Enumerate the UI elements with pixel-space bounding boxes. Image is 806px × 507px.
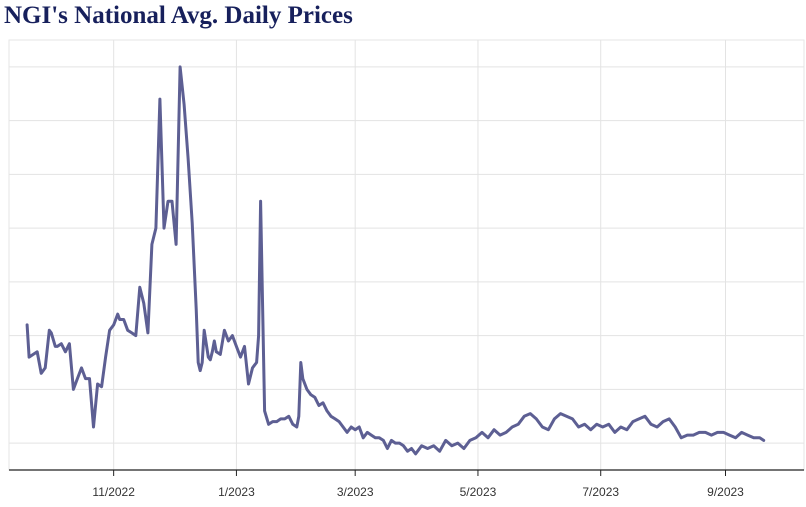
x-tick-label: 11/2022 [92,485,135,499]
x-tick-label: 1/2023 [218,485,255,499]
x-tick-label: 9/2023 [707,485,744,499]
x-axis: 11/2022 1/2023 3/2023 5/2023 7/2023 9/2023 [9,469,804,499]
price-series-line [25,65,766,456]
x-tick-label: 7/2023 [582,485,619,499]
series-layer [25,65,766,456]
chart-title: NGI's National Avg. Daily Prices [4,2,353,29]
plot-frame [8,39,805,471]
grid [9,40,804,470]
x-tick-label: 5/2023 [460,485,497,499]
x-tick-label: 3/2023 [337,485,374,499]
